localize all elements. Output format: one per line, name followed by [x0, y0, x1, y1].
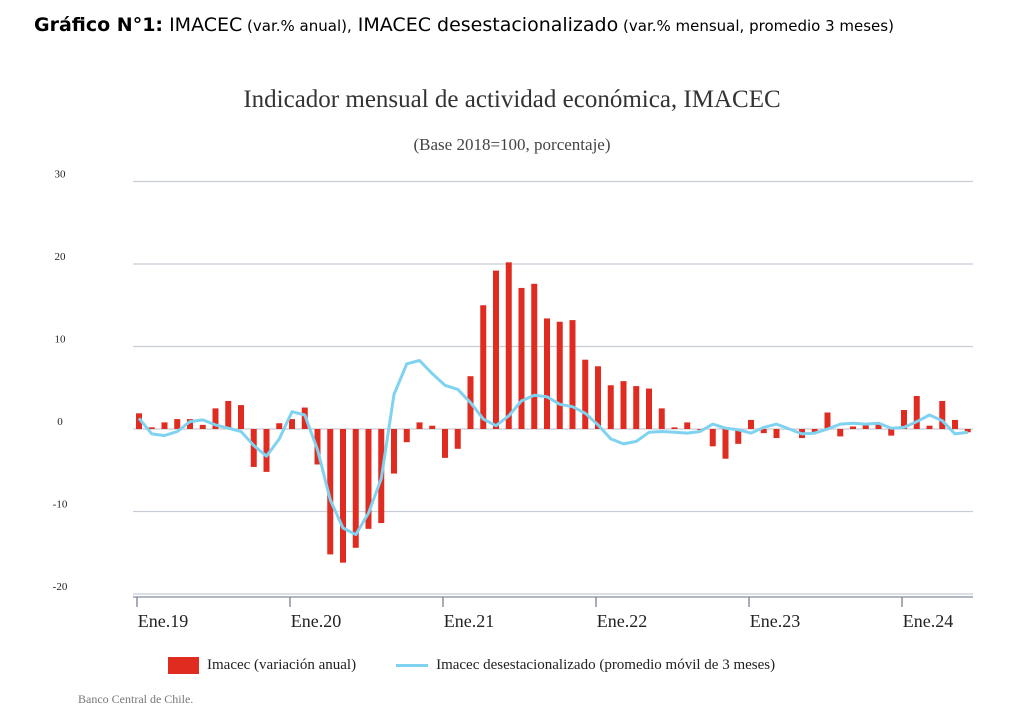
x-tick-label: Ene.24 [903, 611, 953, 631]
bar [250, 429, 257, 467]
bar [429, 425, 436, 429]
bar [964, 429, 971, 433]
legend-bar-swatch [168, 657, 199, 674]
bar [735, 429, 742, 444]
source-note: Banco Central de Chile. [78, 692, 194, 706]
bar [760, 429, 767, 434]
bar [454, 429, 461, 449]
bar [952, 419, 958, 429]
heading-part2-note: (var.% mensual, promedio 3 meses) [618, 17, 894, 35]
heading-part2: IMACEC desestacionalizado [351, 14, 619, 36]
x-tick-label: Ene.19 [138, 611, 188, 631]
bar [901, 410, 907, 429]
bar [569, 320, 576, 429]
bar [352, 429, 359, 548]
bar [633, 386, 640, 429]
bar [595, 366, 601, 429]
bar [416, 422, 423, 429]
bar [939, 400, 946, 429]
bar [199, 424, 206, 429]
chart-title: Indicador mensual de actividad económica… [243, 86, 781, 113]
legend-line-label: Imacec desestacionalizado (promedio móvi… [436, 657, 776, 673]
bar [824, 412, 831, 429]
chart-subtitle: (Base 2018=100, porcentaje) [413, 135, 611, 154]
bar [327, 429, 334, 555]
bar [263, 429, 270, 472]
bar [671, 427, 678, 429]
bar [646, 388, 652, 429]
figure-heading: Gráfico N°1: IMACEC (var.% anual), IMACE… [34, 14, 894, 36]
bar [658, 408, 665, 429]
bar [697, 429, 703, 430]
bar [620, 381, 627, 429]
bar [225, 400, 232, 429]
bar [442, 429, 448, 458]
figure-number: Gráfico N°1: [34, 14, 164, 36]
bar [748, 419, 754, 429]
y-tick-label: 0 [57, 416, 63, 428]
bar [722, 429, 729, 459]
series-line [137, 359, 968, 537]
bar [238, 405, 244, 429]
bar [340, 429, 346, 563]
bar [607, 385, 614, 429]
y-tick-label: 30 [55, 169, 67, 181]
bar [136, 413, 142, 429]
x-tick-label: Ene.21 [444, 611, 494, 631]
bar [862, 424, 869, 429]
bar [480, 305, 487, 429]
bar [709, 429, 716, 447]
bar [212, 408, 219, 429]
bar [518, 287, 525, 429]
bar [174, 419, 181, 429]
x-tick-label: Ene.23 [750, 611, 800, 631]
y-tick-label: -10 [53, 499, 68, 511]
bar [276, 423, 283, 429]
legend-bar-label: Imacec (variación anual) [207, 657, 357, 673]
x-tick-label: Ene.20 [291, 611, 341, 631]
x-tick-label: Ene.22 [597, 611, 647, 631]
bar [531, 283, 538, 429]
bar [289, 419, 295, 429]
bar [582, 359, 589, 429]
y-tick-label: 20 [55, 251, 67, 263]
heading-part1: IMACEC [163, 14, 243, 36]
bar [837, 429, 844, 437]
bar [403, 429, 410, 443]
bar [875, 424, 882, 429]
heading-part1-note: (var.% anual), [242, 17, 352, 35]
bar [926, 425, 933, 429]
bar [365, 429, 372, 529]
bar [505, 262, 512, 429]
bar [811, 429, 818, 434]
bar [493, 270, 499, 429]
y-tick-label: -20 [53, 581, 68, 593]
bar [888, 429, 895, 436]
y-tick-label: 10 [55, 334, 67, 346]
bar [850, 426, 856, 429]
bar [148, 427, 155, 429]
bar [187, 419, 193, 429]
bar [773, 429, 780, 439]
bar [391, 429, 397, 474]
bar [913, 396, 920, 429]
bar [544, 318, 550, 429]
bar [684, 422, 691, 429]
legend-line-swatch [396, 664, 429, 667]
legend: Imacec (variación anual) Imacec desestac… [168, 657, 775, 674]
bar [556, 321, 563, 429]
bar [161, 422, 168, 429]
